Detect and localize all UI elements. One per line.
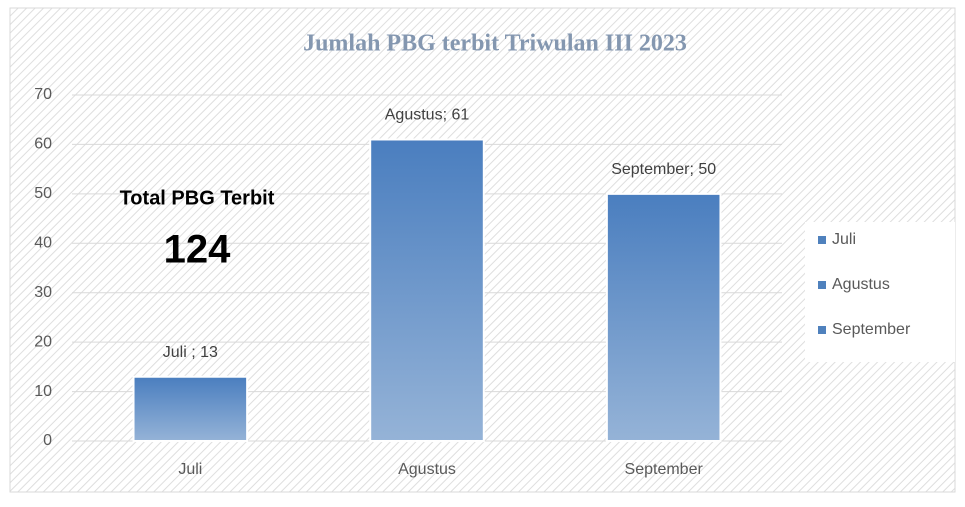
bar <box>605 192 722 442</box>
data-label: Agustus; 61 <box>385 107 470 124</box>
legend-label: Juli <box>832 231 856 248</box>
legend-marker <box>818 326 826 334</box>
data-label: September; 50 <box>611 161 716 178</box>
legend-box <box>805 222 955 362</box>
legend-label: Agustus <box>832 276 890 293</box>
y-tick-label: 30 <box>34 284 52 301</box>
x-tick-label: Agustus <box>398 461 456 478</box>
y-tick-label: 50 <box>34 185 52 202</box>
data-label: Juli ; 13 <box>163 344 218 361</box>
legend-marker <box>818 236 826 244</box>
y-tick-label: 20 <box>34 333 52 350</box>
x-tick-label: September <box>625 461 704 478</box>
y-tick-label: 70 <box>34 86 52 103</box>
legend-marker <box>818 281 826 289</box>
y-tick-label: 40 <box>34 235 52 252</box>
bar <box>132 375 249 442</box>
x-tick-label: Juli <box>178 461 202 478</box>
bar <box>369 138 485 442</box>
y-tick-label: 60 <box>34 136 52 153</box>
chart-title: Jumlah PBG terbit Triwulan III 2023 <box>303 31 687 57</box>
legend-label: September <box>832 321 911 338</box>
annotation: 124 <box>164 228 231 272</box>
y-tick-label: 10 <box>34 383 52 400</box>
annotation: Total PBG Terbit <box>120 187 275 209</box>
y-tick-label: 0 <box>43 432 52 449</box>
